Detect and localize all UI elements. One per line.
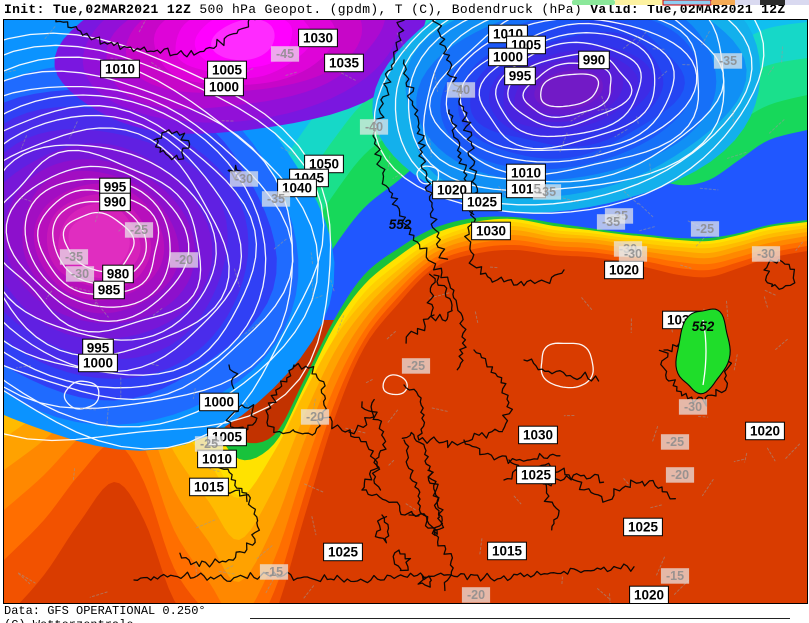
svg-text:-30: -30 — [757, 247, 775, 261]
svg-text:552: 552 — [389, 217, 412, 232]
svg-text:1010: 1010 — [511, 166, 541, 181]
svg-text:995: 995 — [87, 341, 110, 356]
svg-text:-20: -20 — [175, 253, 193, 267]
svg-text:1020: 1020 — [634, 588, 664, 603]
svg-text:-15: -15 — [265, 565, 283, 579]
svg-text:1025: 1025 — [328, 545, 359, 560]
svg-text:-25: -25 — [130, 223, 148, 237]
svg-text:990: 990 — [583, 53, 606, 68]
svg-text:-30: -30 — [684, 400, 702, 414]
svg-text:1000: 1000 — [209, 80, 239, 95]
svg-text:1025: 1025 — [467, 195, 498, 210]
svg-text:1030: 1030 — [476, 224, 506, 239]
svg-text:-35: -35 — [538, 185, 556, 199]
svg-text:-25: -25 — [407, 359, 425, 373]
svg-text:1000: 1000 — [204, 395, 234, 410]
svg-text:-30: -30 — [624, 247, 642, 261]
svg-text:-35: -35 — [719, 54, 737, 68]
svg-text:1035: 1035 — [329, 56, 360, 71]
svg-text:990: 990 — [104, 195, 127, 210]
svg-text:1020: 1020 — [609, 263, 639, 278]
svg-text:1000: 1000 — [83, 356, 113, 371]
svg-text:-25: -25 — [666, 435, 684, 449]
svg-text:-25: -25 — [696, 222, 714, 236]
svg-text:1015: 1015 — [492, 544, 523, 559]
svg-text:1025: 1025 — [521, 468, 552, 483]
svg-text:1025: 1025 — [628, 520, 659, 535]
svg-text:995: 995 — [104, 180, 127, 195]
svg-text:-25: -25 — [200, 437, 218, 451]
svg-text:-20: -20 — [671, 468, 689, 482]
svg-text:552: 552 — [692, 319, 715, 334]
svg-text:1020: 1020 — [750, 424, 780, 439]
svg-text:-20: -20 — [467, 588, 485, 602]
svg-text:-35: -35 — [65, 250, 83, 264]
svg-text:-40: -40 — [365, 120, 383, 134]
svg-text:1005: 1005 — [212, 63, 243, 78]
svg-text:-45: -45 — [276, 47, 294, 61]
svg-text:985: 985 — [98, 283, 121, 298]
svg-text:-40: -40 — [452, 83, 470, 97]
svg-text:-35: -35 — [602, 215, 620, 229]
svg-text:1015: 1015 — [194, 480, 225, 495]
svg-text:1010: 1010 — [105, 62, 135, 77]
svg-text:995: 995 — [509, 69, 532, 84]
svg-text:1010: 1010 — [202, 452, 232, 467]
svg-text:-20: -20 — [306, 410, 324, 424]
svg-text:1000: 1000 — [493, 50, 523, 65]
svg-text:1030: 1030 — [523, 428, 553, 443]
svg-text:980: 980 — [107, 267, 130, 282]
svg-text:-30: -30 — [235, 172, 253, 186]
svg-text:-30: -30 — [71, 267, 89, 281]
svg-text:-15: -15 — [666, 569, 684, 583]
svg-text:-35: -35 — [267, 192, 285, 206]
svg-text:1030: 1030 — [303, 31, 333, 46]
